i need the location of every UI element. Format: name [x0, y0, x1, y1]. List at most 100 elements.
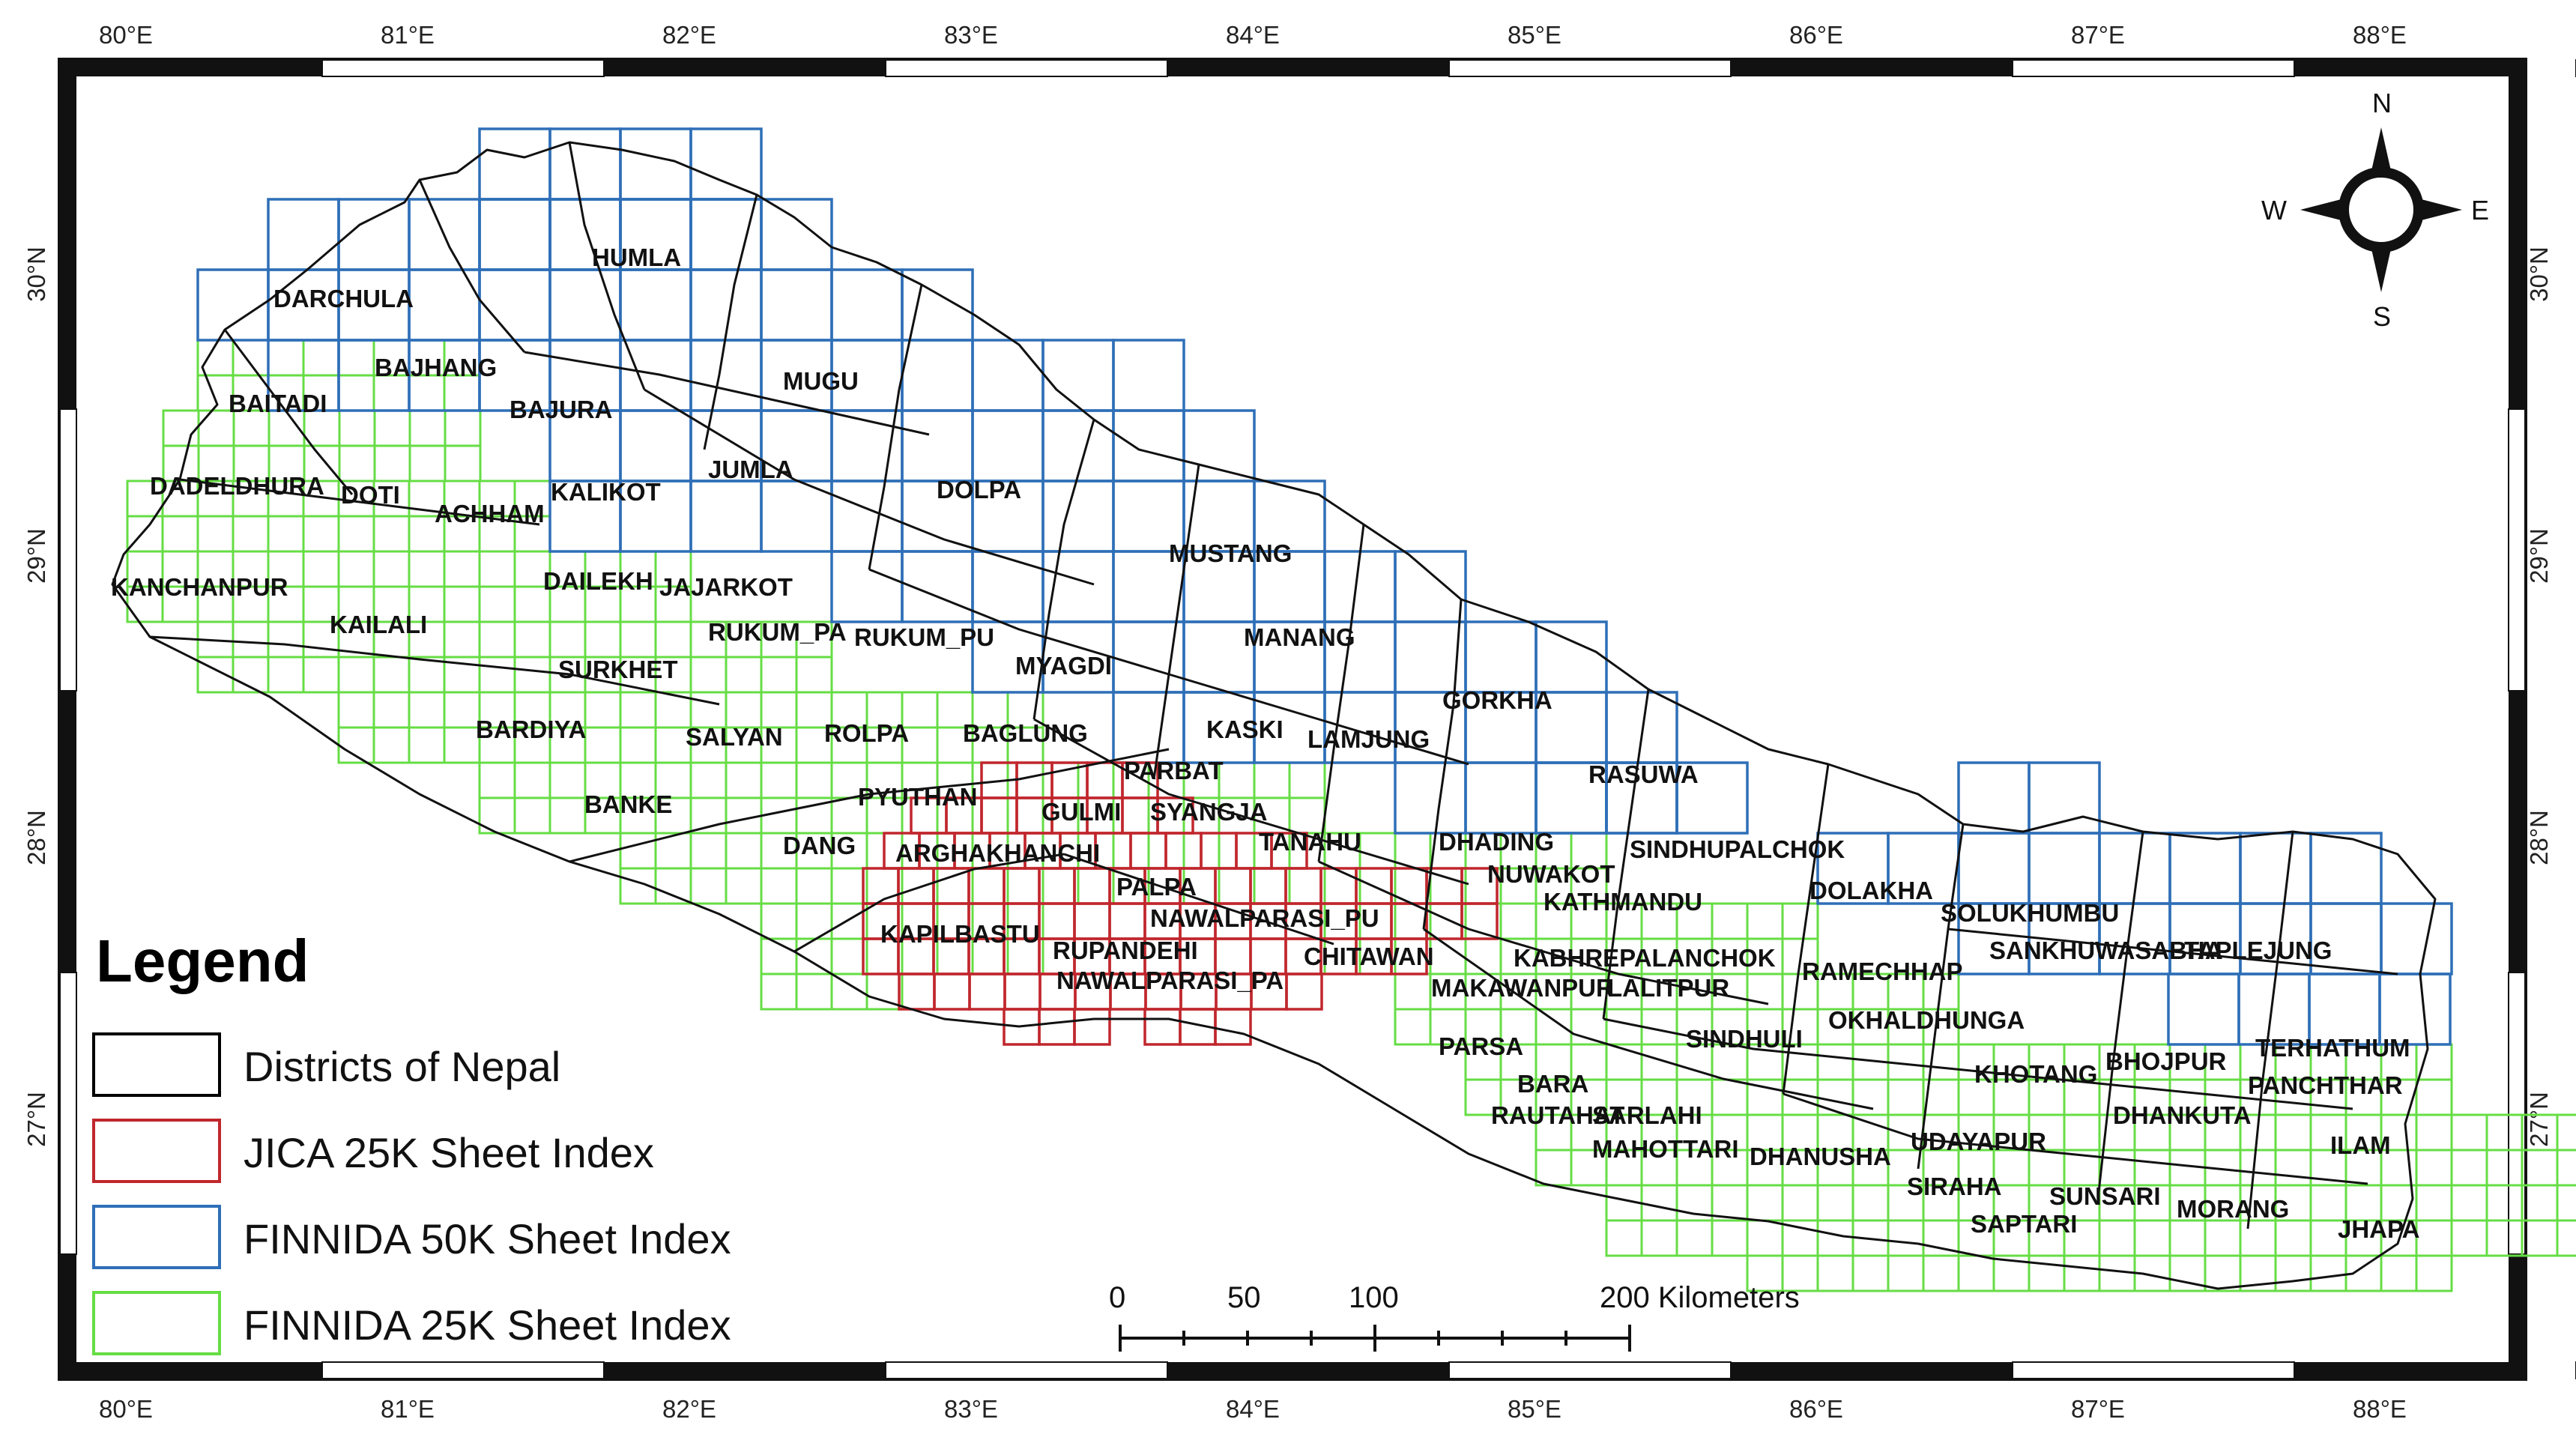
district-label: SOLUKHUMBU — [1941, 899, 2119, 927]
longitude-label-top: 84°E — [1226, 21, 1280, 49]
district-label: TAPLEJUNG — [2184, 937, 2332, 964]
district-label: DOTI — [341, 481, 400, 509]
district-label: MYAGDI — [1015, 652, 1112, 680]
district-label: DANG — [783, 832, 856, 859]
district-label: GULMI — [1041, 798, 1121, 826]
district-label: GORKHA — [1442, 686, 1552, 714]
district-label: ILAM — [2330, 1131, 2391, 1159]
district-label: KABHREPALANCHOK — [1514, 944, 1776, 972]
longitude-label-bottom: 80°E — [99, 1395, 153, 1423]
district-label: DOLPA — [937, 476, 1021, 503]
district-label: LALITPUR — [1607, 974, 1729, 1002]
district-labels: HUMLA DARCHULA BAJHANG BAJURA MUGU BAITADI DAD… — [111, 243, 2419, 1243]
legend-swatch-finnida-50k — [92, 1205, 221, 1269]
district-label: KHOTANG — [1974, 1060, 2097, 1088]
district-label: KALIKOT — [551, 478, 661, 506]
district-label: ROLPA — [824, 719, 909, 747]
scale-label-200-km: 200 Kilometers — [1600, 1281, 1800, 1314]
longitude-label-bottom: 84°E — [1226, 1395, 1280, 1423]
legend-label-finnida-25k: FINNIDA 25K Sheet Index — [244, 1301, 731, 1349]
finnida-50k-sheet — [2378, 972, 2452, 1046]
latitude-labels: 30°N 30°N 29°N 29°N 28°N 28°N 27°N 27°N — [22, 246, 2553, 1147]
district-label: CHITAWAN — [1304, 943, 1434, 970]
legend-swatch-jica — [92, 1119, 221, 1183]
longitude-label-bottom: 87°E — [2071, 1395, 2125, 1423]
compass-w: W — [2261, 195, 2287, 226]
longitude-label-bottom: 81°E — [381, 1395, 435, 1423]
district-label: BAJURA — [510, 396, 613, 423]
district-label: SIRAHA — [1907, 1173, 2002, 1200]
district-label: MORANG — [2177, 1195, 2289, 1223]
district-label: SURKHET — [558, 656, 678, 683]
district-label: SINDHULI — [1686, 1025, 1803, 1053]
district-label: RAUTAHAT — [1491, 1101, 1624, 1129]
district-label: MUSTANG — [1169, 539, 1292, 567]
legend-label-finnida-50k: FINNIDA 50K Sheet Index — [244, 1215, 731, 1262]
district-label: DHANUSHA — [1750, 1143, 1891, 1170]
district-label: RUKUM_PA — [708, 618, 847, 646]
district-label: PARSA — [1439, 1032, 1523, 1060]
longitude-label-bottom: 88°E — [2353, 1395, 2407, 1423]
district-label: NUWAKOT — [1487, 860, 1615, 888]
jica-25k-sheet — [1285, 972, 1323, 1011]
district-label: MAHOTTARI — [1592, 1135, 1739, 1163]
district-label: SUNSARI — [2049, 1182, 2161, 1210]
district-label: KAPILBASTU — [880, 920, 1040, 948]
latitude-label-left: 28°N — [22, 810, 50, 865]
district-label: RUPANDEHI — [1053, 937, 1198, 964]
legend-title: Legend — [96, 928, 309, 994]
district-label: UDAYAPUR — [1911, 1128, 2046, 1155]
legend-swatch-districts — [92, 1032, 221, 1097]
jica-25k-sheet — [1460, 902, 1499, 940]
latitude-label-right: 27°N — [2525, 1092, 2553, 1147]
district-label: BAGLUNG — [963, 719, 1088, 747]
district-label: BANKE — [584, 790, 672, 818]
district-label: KATHMANDU — [1544, 888, 1702, 916]
jica-25k-sheet — [1073, 1008, 1111, 1046]
latitude-label-left: 29°N — [22, 528, 50, 584]
longitude-label-bottom: 83°E — [944, 1395, 998, 1423]
district-label: JAJARKOT — [659, 573, 793, 601]
district-boundaries — [111, 141, 2437, 1290]
longitude-label-bottom: 82°E — [662, 1395, 716, 1423]
longitude-label-top: 82°E — [662, 21, 716, 49]
map-frame — [58, 58, 2576, 1381]
district-label: JUMLA — [708, 456, 793, 483]
district-label: PYUTHAN — [858, 783, 978, 811]
longitude-label-top: 83°E — [944, 21, 998, 49]
district-label: ACHHAM — [435, 500, 545, 527]
district-label: OKHALDHUNGA — [1828, 1006, 2025, 1034]
legend-swatch-finnida-25k — [92, 1291, 221, 1355]
district-label: PARBAT — [1124, 757, 1224, 784]
scale-label-50: 50 — [1227, 1281, 1261, 1314]
district-label: DAILEKH — [543, 567, 653, 595]
district-label: SAPTARI — [1971, 1210, 2077, 1238]
district-label: DHANKUTA — [2113, 1101, 2252, 1129]
north-arrow-icon: N S W E — [2261, 88, 2489, 332]
district-label: KAILALI — [330, 611, 427, 638]
district-label: BARDIYA — [476, 716, 586, 743]
district-label: NAWALPARASI_PA — [1056, 967, 1284, 994]
longitude-label-top: 85°E — [1508, 21, 1561, 49]
district-label: LAMJUNG — [1307, 725, 1430, 753]
district-label: KANCHANPUR — [111, 573, 288, 601]
jica-25k-sheet — [1214, 1008, 1252, 1046]
district-label: PANCHTHAR — [2248, 1071, 2403, 1099]
district-label: MAKAWANPUR — [1431, 974, 1614, 1002]
district-label: SALYAN — [686, 723, 783, 751]
district-label: RAMECHHAP — [1802, 958, 1963, 985]
district-label: DARCHULA — [273, 285, 414, 312]
district-label: JHAPA — [2338, 1215, 2419, 1243]
district-label: SINDHUPALCHOK — [1630, 835, 1845, 863]
district-label: DHADING — [1439, 828, 1554, 856]
scale-label-100: 100 — [1349, 1281, 1399, 1314]
finnida-25k-grid — [126, 339, 2576, 1292]
latitude-label-left: 30°N — [22, 246, 50, 302]
legend-label-jica: JICA 25K Sheet Index — [244, 1129, 654, 1176]
district-label: SYANGJA — [1150, 798, 1268, 826]
latitude-label-right: 28°N — [2525, 810, 2553, 865]
district-label: ARGHAKHANCHI — [895, 839, 1100, 867]
district-label: BHOJPUR — [2105, 1047, 2227, 1075]
district-label: RASUWA — [1588, 760, 1699, 788]
